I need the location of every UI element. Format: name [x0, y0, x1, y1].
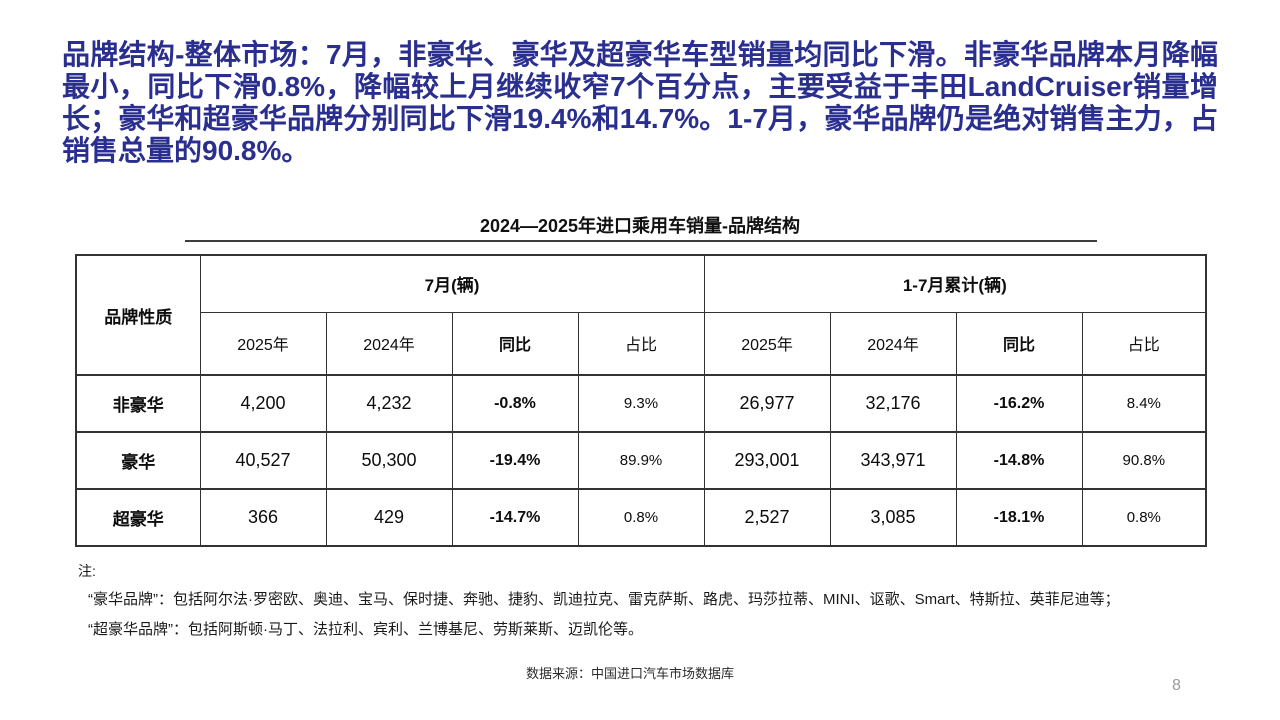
data-cell: -14.7% [451, 488, 579, 547]
data-cell: 89.9% [577, 431, 705, 490]
table-row: 超豪华 366 429 -14.7% 0.8% 2,527 3,085 -18.… [75, 488, 1207, 547]
data-cell: 4,232 [325, 374, 453, 433]
data-cell: 2,527 [703, 488, 831, 547]
data-cell: -14.8% [955, 431, 1083, 490]
data-cell: 32,176 [829, 374, 957, 433]
data-cell: 366 [199, 488, 327, 547]
table-row: 2025年 2024年 同比 占比 2025年 2024年 同比 占比 [76, 311, 1207, 376]
group-header-cumulative: 1-7月累计(辆) [703, 254, 1207, 313]
note-ultra-luxury-brands: “超豪华品牌”：包括阿斯顿·马丁、法拉利、宾利、兰博基尼、劳斯莱斯、迈凯伦等。 [88, 621, 643, 638]
subheader-cell: 占比 [577, 311, 705, 376]
row-label-cell: 豪华 [75, 431, 201, 490]
data-cell: 9.3% [577, 374, 705, 433]
data-cell: 343,971 [829, 431, 957, 490]
table-row: 品牌性质 7月(辆) 1-7月累计(辆) [75, 254, 1207, 376]
data-cell: 4,200 [199, 374, 327, 433]
table-title: 2024—2025年进口乘用车销量-品牌结构 [479, 216, 801, 236]
group-header-july: 7月(辆) [199, 254, 705, 313]
data-cell: 429 [325, 488, 453, 547]
subheader-cell: 2024年 [325, 311, 453, 376]
data-cell: 40,527 [199, 431, 327, 490]
row-label-cell: 非豪华 [75, 374, 201, 433]
subheader-cell: 同比 [955, 311, 1083, 376]
data-cell: -0.8% [451, 374, 579, 433]
title-underline-divider [185, 240, 1097, 242]
subheader-cell: 2024年 [829, 311, 957, 376]
subheader-cell: 2025年 [199, 311, 327, 376]
data-cell: 8.4% [1081, 374, 1207, 433]
page-number: 8 [1172, 677, 1181, 694]
table-row: 豪华 40,527 50,300 -19.4% 89.9% 293,001 34… [75, 431, 1207, 490]
note-luxury-brands: “豪华品牌”：包括阿尔法·罗密欧、奥迪、宝马、保时捷、奔驰、捷豹、凯迪拉克、雷克… [88, 591, 1120, 608]
data-cell: 3,085 [829, 488, 957, 547]
data-cell: 50,300 [325, 431, 453, 490]
brand-structure-table: 品牌性质 7月(辆) 1-7月累计(辆) 2025年 2024年 同比 占比 2… [75, 254, 1208, 547]
data-cell: -19.4% [451, 431, 579, 490]
subheader-cell: 2025年 [703, 311, 831, 376]
headline-text: 品牌结构-整体市场：7月，非豪华、豪华及超豪华车型销量均同比下滑。非豪华品牌本月… [62, 39, 1218, 166]
table-row: 非豪华 4,200 4,232 -0.8% 9.3% 26,977 32,176… [75, 374, 1207, 433]
data-source-text: 数据来源：中国进口汽车市场数据库 [525, 666, 734, 681]
notes-label: 注: [78, 563, 96, 579]
data-cell: -16.2% [955, 374, 1083, 433]
corner-header-cell: 品牌性质 [75, 254, 201, 376]
data-cell: 0.8% [1081, 488, 1207, 547]
data-cell: -18.1% [955, 488, 1083, 547]
row-label-cell: 超豪华 [75, 488, 201, 547]
subheader-cell: 同比 [451, 311, 579, 376]
data-cell: 90.8% [1081, 431, 1207, 490]
data-cell: 26,977 [703, 374, 831, 433]
data-cell: 0.8% [577, 488, 705, 547]
data-cell: 293,001 [703, 431, 831, 490]
subheader-cell: 占比 [1081, 311, 1207, 376]
